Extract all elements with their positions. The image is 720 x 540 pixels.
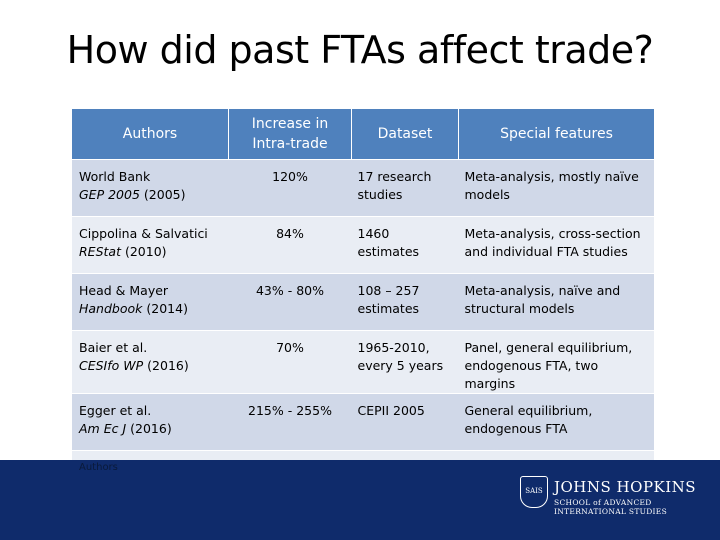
publication-name: Handbook xyxy=(79,301,143,316)
header-authors: Authors xyxy=(72,109,229,160)
slide-title: How did past FTAs affect trade? xyxy=(66,28,654,72)
logo-sub-text: SCHOOL of ADVANCED INTERNATIONAL STUDIES xyxy=(554,498,667,516)
increase-cell: 120% xyxy=(228,159,352,217)
author-name: Head & Mayer xyxy=(79,283,169,298)
dataset-cell: 17 research studies xyxy=(351,159,459,217)
features-cell: General equilibrium, endogenous FTA xyxy=(458,393,654,451)
author-cell: Baier et al. CESIfo WP (2016) xyxy=(72,330,229,394)
increase-cell: 84% xyxy=(228,216,352,274)
footer-band xyxy=(0,460,720,540)
author-name: Baier et al. xyxy=(79,340,148,355)
features-cell: Meta-analysis, naïve and structural mode… xyxy=(458,273,654,331)
table-row: World Bank GEP 2005 (2005) 120% 17 research… xyxy=(72,159,654,217)
dataset-cell: CEPII 2005 xyxy=(351,393,459,451)
publication-name: Am Ec J xyxy=(79,421,127,436)
publication-name: CESIfo WP xyxy=(79,358,144,373)
table-row: Cippolina & Salvatici REStat (2010) 84% 146… xyxy=(72,216,654,274)
author-name: World Bank xyxy=(79,169,151,184)
header-dataset: Dataset xyxy=(351,109,459,160)
header-increase: Increase in Intra-trade xyxy=(228,109,352,160)
table-row: Head & Mayer Handbook (2014) 43% - 80% 108 … xyxy=(72,273,654,331)
sais-seal-icon: SAIS xyxy=(520,476,548,508)
increase-cell: 70% xyxy=(228,330,352,394)
author-cell: World Bank GEP 2005 (2005) xyxy=(72,159,229,217)
publication-year: (2005) xyxy=(143,187,186,202)
dataset-cell: 1965-2010, every 5 years xyxy=(351,330,459,394)
logo-main-text: JOHNS HOPKINS xyxy=(554,478,697,496)
increase-cell: 215% - 255% xyxy=(228,393,352,451)
jhu-sais-logo: SAIS JOHNS HOPKINS SCHOOL of ADVANCED IN… xyxy=(520,476,696,524)
features-cell: Meta-analysis, mostly naïve models xyxy=(458,159,654,217)
features-cell: Panel, general equilibrium, endogenous F… xyxy=(458,330,654,394)
table-row: Egger et al. Am Ec J (2016) 215% - 255% CEP… xyxy=(72,393,654,451)
header-special-features: Special features xyxy=(458,109,654,160)
table-row: Baier et al. CESIfo WP (2016) 70% 1965-2010… xyxy=(72,330,654,394)
author-publication: Am Ec J (2016) xyxy=(79,420,223,438)
increase-cell: 43% - 80% xyxy=(228,273,352,331)
author-cell: Egger et al. Am Ec J (2016) xyxy=(72,393,229,451)
features-cell: Meta-analysis, cross-section and individ… xyxy=(458,216,654,274)
author-publication: REStat (2010) xyxy=(79,243,223,261)
publication-year: (2016) xyxy=(130,421,172,436)
author-cell: Head & Mayer Handbook (2014) xyxy=(72,273,229,331)
author-cell: Cippolina & Salvatici REStat (2010) xyxy=(72,216,229,274)
publication-year: (2010) xyxy=(124,244,167,259)
dataset-cell: 1460 estimates xyxy=(351,216,459,274)
publication-name: REStat xyxy=(79,244,121,259)
logo-sub-line2: INTERNATIONAL STUDIES xyxy=(554,507,668,516)
fta-table: Authors Increase in Intra-trade Dataset … xyxy=(72,109,654,507)
publication-year: (2016) xyxy=(147,358,189,373)
publication-year: (2014) xyxy=(146,301,188,316)
table-header-row: Authors Increase in Intra-trade Dataset … xyxy=(72,109,654,160)
author-publication: CESIfo WP (2016) xyxy=(79,357,223,375)
dataset-cell: 108 – 257 estimates xyxy=(351,273,459,331)
author-publication: Handbook (2014) xyxy=(79,300,223,318)
footer-note: Authors xyxy=(79,462,118,473)
logo-sub-line1: SCHOOL of ADVANCED xyxy=(554,498,652,507)
author-name: Cippolina & Salvatici xyxy=(79,226,208,241)
publication-name: GEP 2005 xyxy=(79,187,140,202)
author-name: Egger et al. xyxy=(79,403,152,418)
author-publication: GEP 2005 (2005) xyxy=(79,186,223,204)
